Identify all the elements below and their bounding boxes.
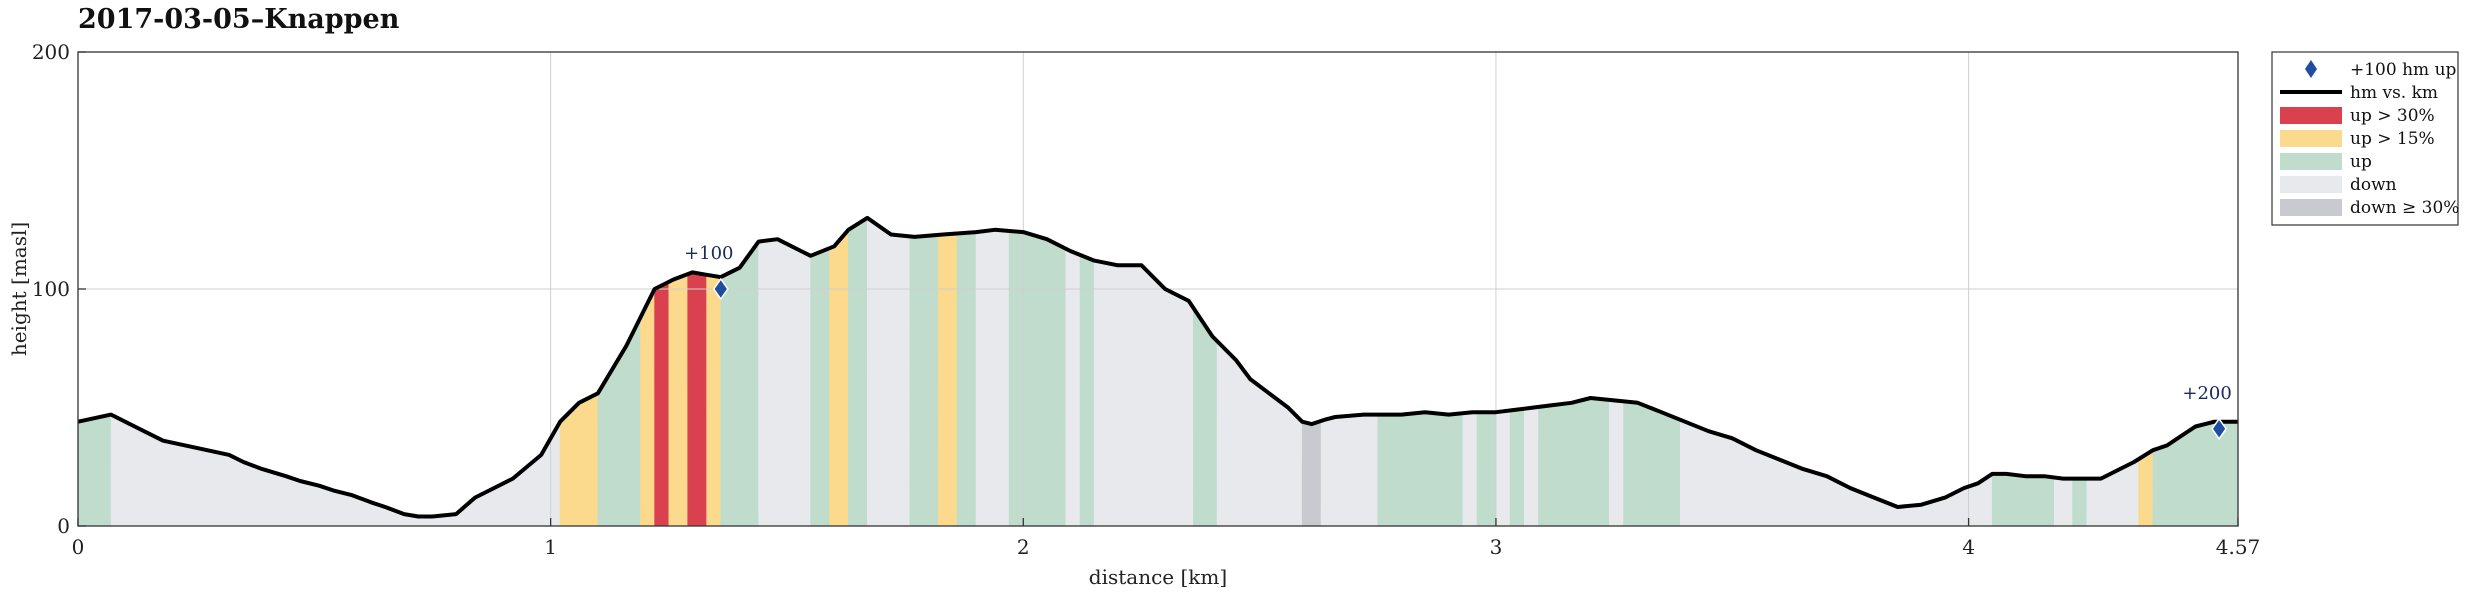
x-tick-label-1: 1: [544, 535, 557, 559]
y-tick-label-0: 0: [57, 514, 70, 538]
legend-swatch-down: [2280, 176, 2342, 193]
segment-up-11: [810, 247, 830, 527]
x-axis-label: distance [km]: [1089, 565, 1227, 589]
marker-diamond-1: [2211, 417, 2228, 441]
segment-down-18: [975, 229, 1010, 527]
segment-up15-6: [668, 273, 689, 527]
legend-label-up30: up > 30%: [2350, 106, 2435, 126]
segment-up15-41: [2138, 449, 2154, 527]
segment-up-15: [909, 234, 939, 527]
segment-down-28: [1462, 411, 1478, 527]
legend-swatch-up: [2280, 153, 2342, 170]
legend-label-up: up: [2350, 152, 2372, 172]
segment-up-35: [1623, 400, 1681, 527]
marker-label-1: +200: [2182, 383, 2231, 404]
marker-label-0: +100: [684, 243, 733, 264]
segment-up15-8: [706, 274, 722, 527]
x-tick-label-5: 4.57: [2216, 535, 2261, 559]
segment-up15-4: [640, 288, 655, 527]
segment-down-20: [1065, 248, 1081, 527]
segment-up-23: [1193, 307, 1218, 527]
segment-down-37: [2053, 477, 2073, 527]
legend-label-line: hm vs. km: [2350, 83, 2438, 103]
y-axis-label: height [masl]: [7, 222, 31, 356]
segment-up-9: [720, 240, 759, 527]
segment-up-38: [1991, 473, 2055, 527]
segment-down-22: [1093, 260, 1194, 527]
segment-up15-12: [829, 228, 849, 527]
legend-swatch-up30: [2280, 107, 2342, 124]
legend-swatch-down30: [2280, 199, 2342, 216]
segment-up-17: [956, 231, 977, 527]
profile-line-group: [77, 215, 2238, 519]
segment-up-31: [1509, 408, 1525, 527]
slope-segments: [77, 217, 2239, 527]
marker-diamond-0: [712, 277, 729, 301]
segment-down30-25: [1301, 420, 1322, 527]
segment-up15-16: [937, 233, 958, 527]
segment-down-14: [866, 217, 911, 527]
segment-down-32: [1524, 406, 1539, 527]
legend-label-marker: +100 hm up: [2350, 60, 2457, 80]
segment-down-30: [1495, 410, 1511, 527]
segment-down-26: [1320, 414, 1379, 527]
legend-swatch-up15: [2280, 130, 2342, 147]
segment-up-21: [1079, 254, 1095, 527]
legend-label-down30: down ≥ 30%: [2350, 198, 2459, 218]
chart-title: 2017-03-05–Knappen: [78, 4, 400, 35]
x-tick-label-3: 3: [1490, 535, 1503, 559]
segment-up-0: [77, 414, 112, 527]
legend-marker-swatch: [2305, 60, 2317, 78]
segment-up-13: [848, 217, 868, 527]
segment-up-39: [2072, 478, 2088, 527]
segment-down-34: [1609, 399, 1624, 527]
x-tick-label-0: 0: [72, 535, 85, 559]
marker-group: +100 +200: [684, 243, 2232, 441]
segment-up-19: [1008, 230, 1067, 527]
grid-lines: [78, 52, 2238, 526]
legend-label-down: down: [2350, 175, 2397, 195]
segment-up30-5: [654, 281, 670, 527]
segment-up-29: [1476, 411, 1497, 527]
y-tick-label-2: 200: [32, 40, 70, 64]
segment-up-27: [1377, 411, 1464, 527]
segment-up-33: [1538, 397, 1610, 527]
x-tick-label-2: 2: [1017, 535, 1030, 559]
segment-up30-7: [687, 272, 707, 527]
legend: +100 hm up hm vs. km up > 30% up > 15% up dow…: [2271, 51, 2459, 226]
y-tick-label-1: 100: [32, 277, 70, 301]
x-tick-label-4: 4: [1962, 535, 1975, 559]
segment-down-10: [758, 238, 811, 527]
axes: 0 1 2 3 4 4.57 0 100 200: [32, 40, 2260, 559]
profile-line: [77, 215, 2238, 519]
legend-label-up15: up > 15%: [2350, 129, 2435, 149]
